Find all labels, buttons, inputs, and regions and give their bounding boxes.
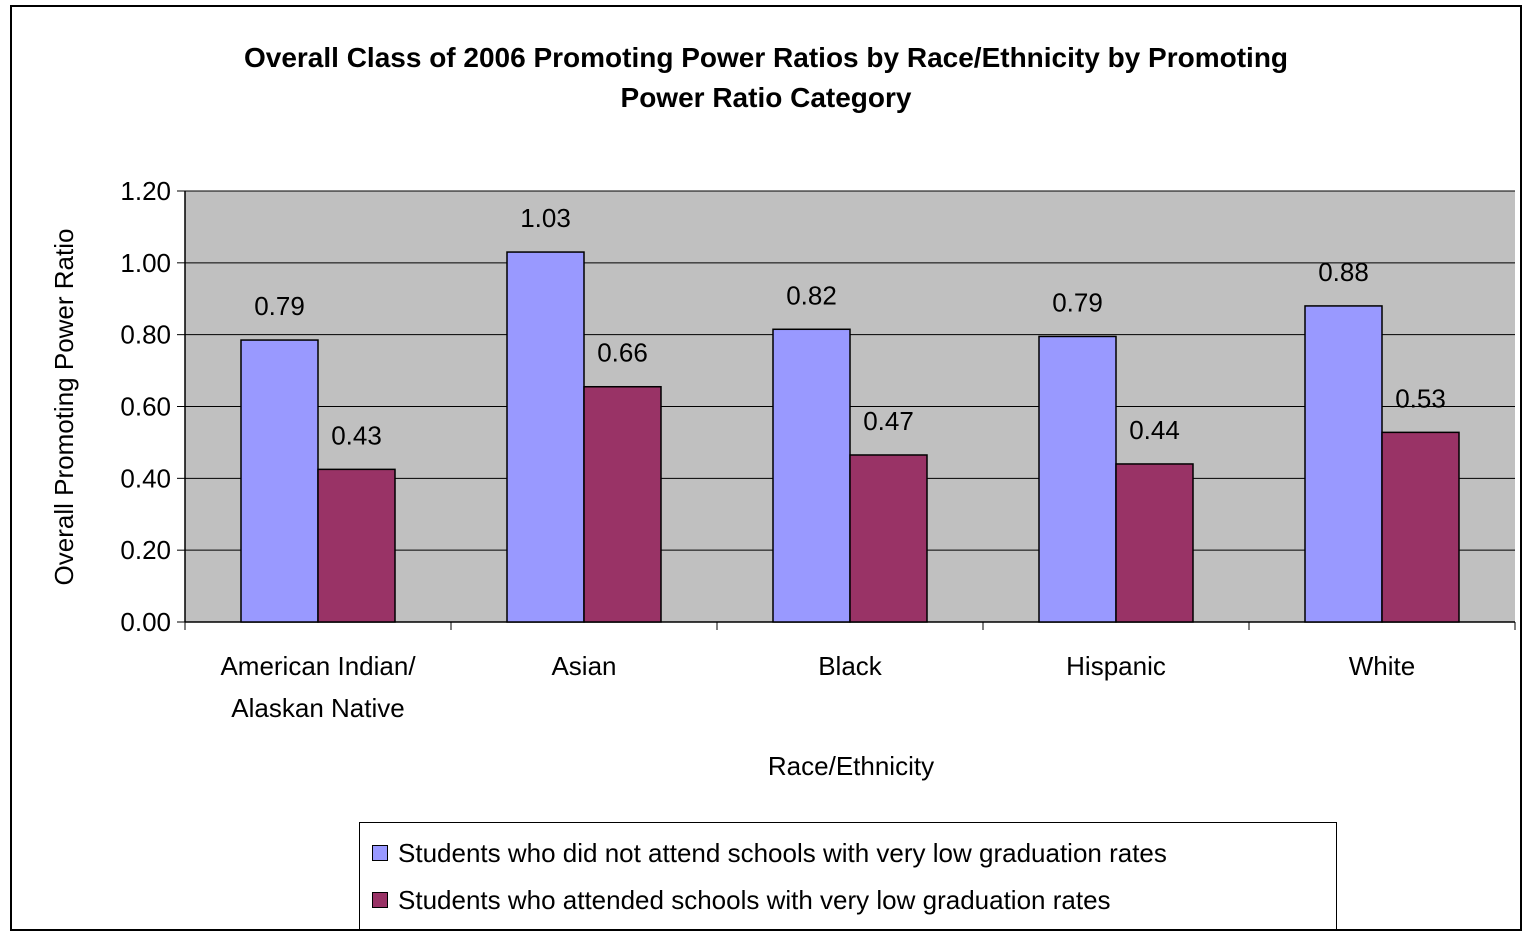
data-label: 0.82 <box>786 280 837 310</box>
bar <box>240 339 319 623</box>
legend-swatch-maroon <box>372 892 388 908</box>
data-label: 0.44 <box>1129 415 1180 445</box>
legend-item-not-attended: Students who did not attend schools with… <box>372 833 1167 873</box>
x-category-label: Alaskan Native <box>231 693 404 723</box>
chart-title-line-2: Power Ratio Category <box>620 82 912 113</box>
legend-item-attended: Students who attended schools with very … <box>372 880 1111 920</box>
y-tick-label: 0.40 <box>120 463 171 493</box>
data-label: 0.47 <box>863 406 914 436</box>
y-tick-label: 0.00 <box>120 607 171 637</box>
bar <box>1115 463 1194 623</box>
data-label: 0.79 <box>1052 287 1103 317</box>
y-tick-label: 1.00 <box>120 248 171 278</box>
legend-label-attended: Students who attended schools with very … <box>398 884 1111 915</box>
data-label: 0.79 <box>254 291 305 321</box>
bar <box>317 468 396 623</box>
x-category-label: Black <box>818 651 883 681</box>
data-label: 0.66 <box>597 338 648 368</box>
data-label: 0.88 <box>1318 257 1369 287</box>
bar <box>583 385 662 623</box>
legend-label-not-attended: Students who did not attend schools with… <box>398 837 1167 868</box>
y-tick-label: 0.20 <box>120 535 171 565</box>
bar <box>1038 335 1117 623</box>
plot-area: 0.00 0.20 0.40 0.60 0.80 1.00 1.20 0.79 0.43 Amer… <box>120 176 1516 723</box>
bar <box>1304 305 1383 623</box>
bar <box>772 328 851 623</box>
y-tick-label: 0.80 <box>120 320 171 350</box>
chart-title-line-1: Overall Class of 2006 Promoting Power Ra… <box>243 42 1289 73</box>
x-category-label: Asian <box>551 651 616 681</box>
legend-swatch-blue <box>372 845 388 861</box>
bar <box>506 251 585 623</box>
data-label: 1.03 <box>520 203 571 233</box>
bar <box>849 454 928 623</box>
x-category-label: White <box>1349 651 1415 681</box>
data-label: 0.43 <box>331 420 382 450</box>
y-tick-label: 0.60 <box>120 392 171 422</box>
bar <box>1381 431 1460 623</box>
chart-title: Overall Class of 2006 Promoting Power Ra… <box>0 38 1532 118</box>
x-axis-title: Race/Ethnicity <box>768 751 934 781</box>
x-category-label: American Indian/ <box>220 651 416 681</box>
x-category-label: Hispanic <box>1066 651 1166 681</box>
data-label: 0.53 <box>1395 383 1446 413</box>
legend: Students who did not attend schools with… <box>359 822 1337 930</box>
y-axis-title: Overall Promoting Power Ratio <box>49 229 79 586</box>
y-tick-label: 1.20 <box>120 176 171 206</box>
